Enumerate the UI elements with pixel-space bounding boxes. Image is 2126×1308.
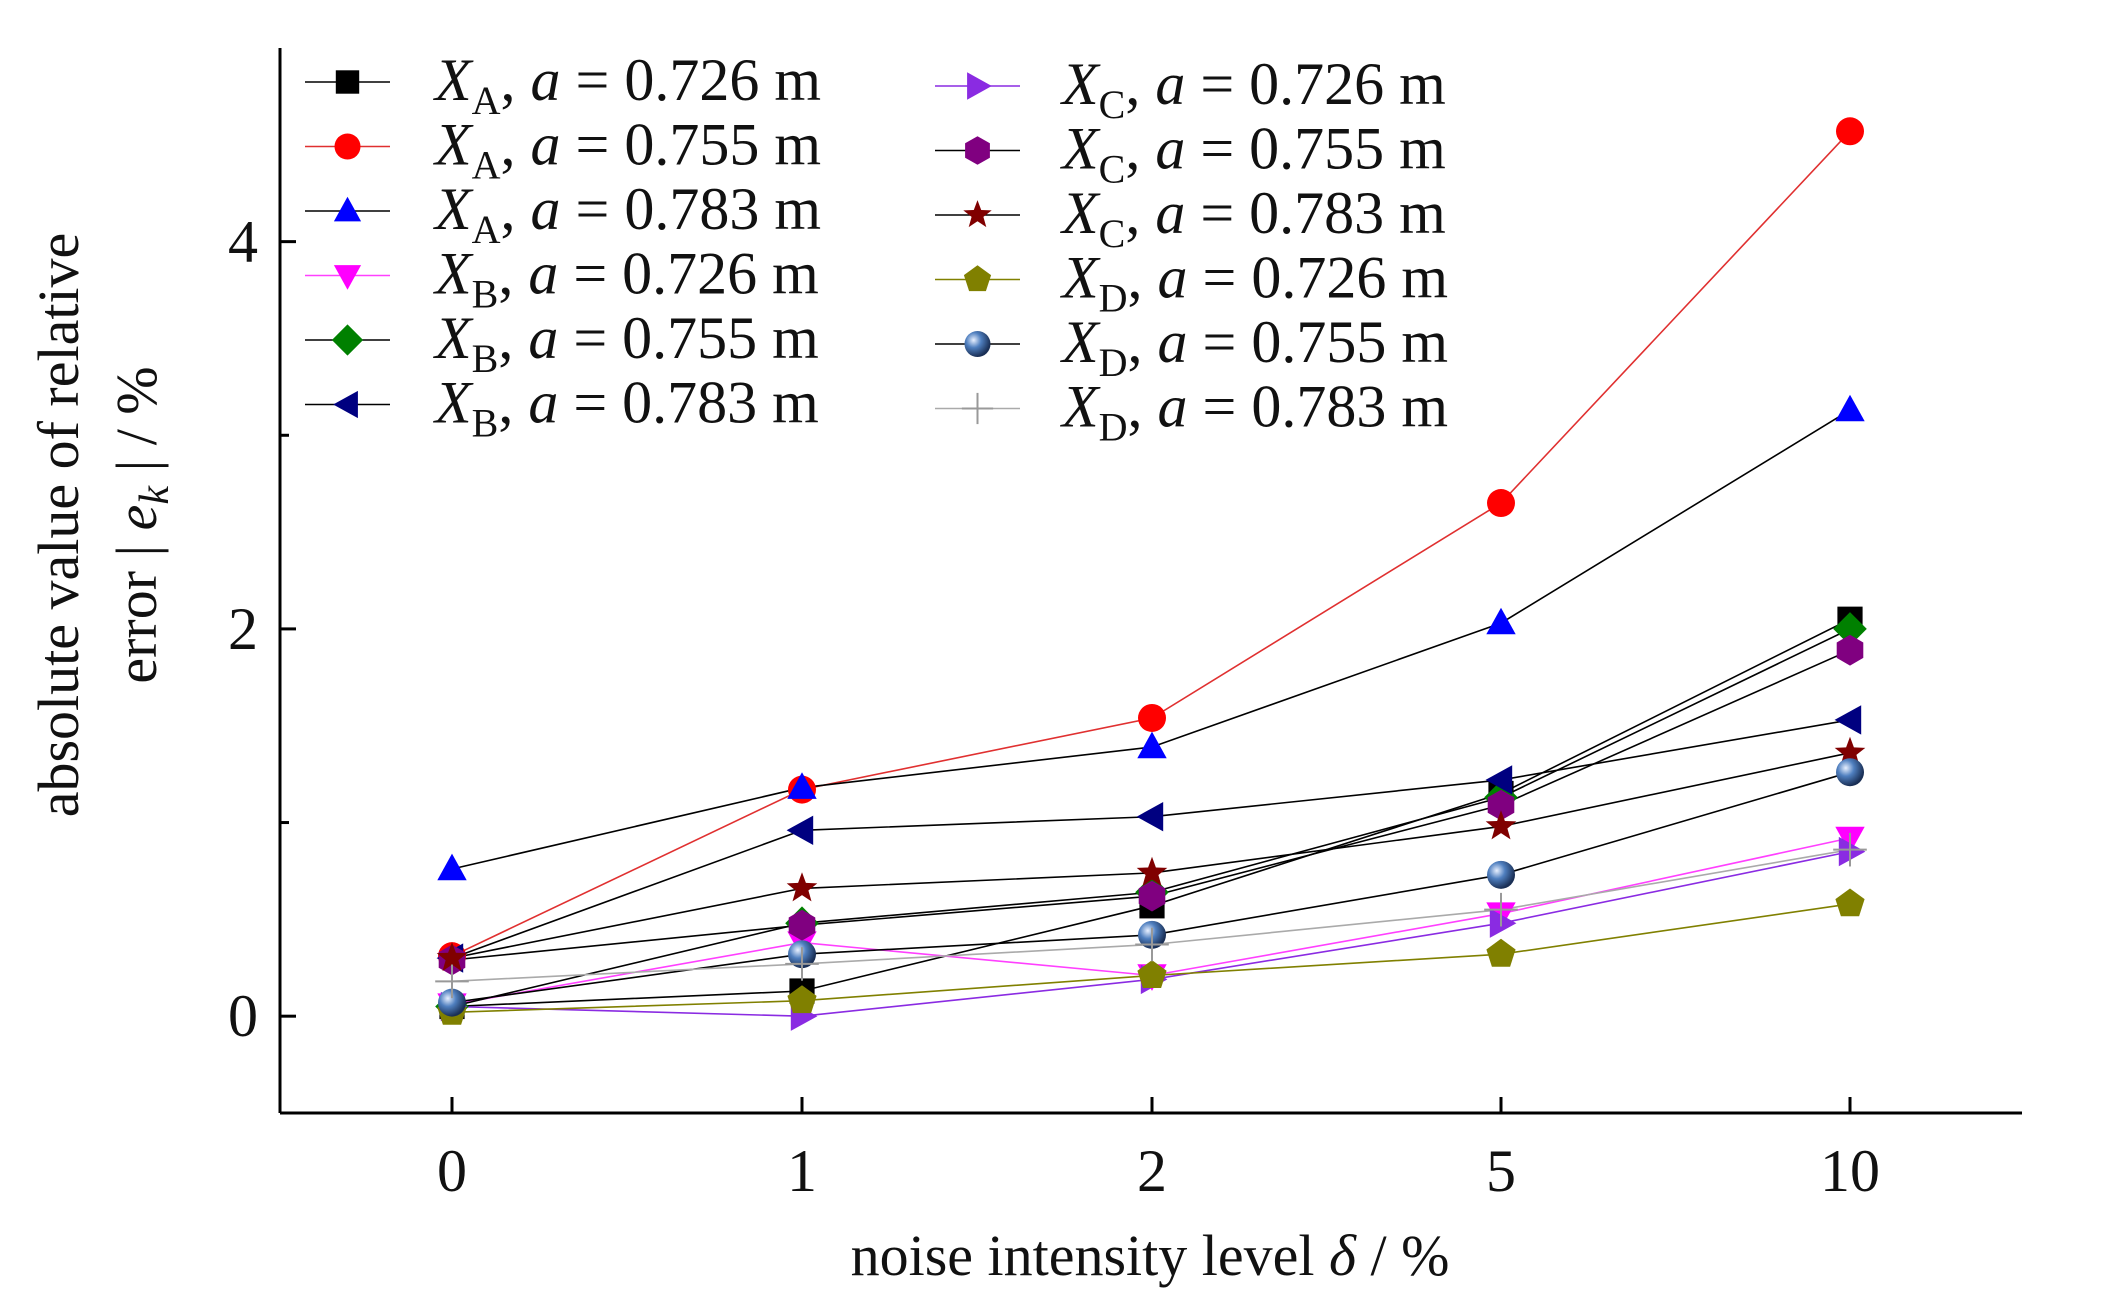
x-tick-label: 2 — [1137, 1138, 1167, 1204]
data-point-s8-3 — [1485, 810, 1517, 840]
legend-label: XA, a = 0.755 m — [433, 112, 821, 188]
y-tick-label: 4 — [228, 209, 258, 275]
y-axis-label-line1: absolute value of relative — [26, 233, 91, 818]
data-point-s9-1 — [787, 985, 817, 1014]
data-point-s11-3 — [1484, 892, 1518, 927]
y-axis-label: absolute value of relative error | ek | /… — [26, 233, 178, 818]
data-point-s8-2 — [1136, 856, 1168, 886]
data-point-s10-0 — [438, 988, 466, 1017]
legend-marker — [335, 70, 360, 94]
data-point-s6-4 — [1838, 836, 1866, 867]
legend-label: XC, a = 0.783 m — [1060, 180, 1446, 256]
y-axis-label-line2: error | ek | / % — [104, 366, 178, 683]
x-tick-label: 0 — [437, 1138, 467, 1204]
x-tick-label: 1 — [787, 1138, 817, 1204]
legend-item: XA, a = 0.726 m — [305, 47, 821, 123]
data-point-s10-3 — [1487, 860, 1515, 889]
x-tick-label: 10 — [1820, 1138, 1880, 1204]
legend-item: XB, a = 0.755 m — [305, 305, 819, 381]
legend-item: XA, a = 0.755 m — [305, 112, 821, 188]
legend-marker — [965, 136, 990, 165]
data-point-s5-4 — [1834, 705, 1862, 735]
data-point-s10-4 — [1836, 758, 1864, 787]
data-point-s11-2 — [1135, 927, 1169, 962]
data-point-s9-2 — [1137, 960, 1167, 988]
x-axis-label: noise intensity level δ / % — [851, 1223, 1450, 1288]
data-point-s2-4 — [1835, 394, 1865, 422]
legend-marker — [961, 392, 994, 425]
legend-marker — [333, 265, 362, 290]
legend-marker — [334, 133, 361, 160]
data-point-s2-3 — [1486, 607, 1516, 635]
legend-label: XA, a = 0.726 m — [433, 47, 821, 123]
legend-marker — [331, 324, 364, 356]
data-point-s4-4 — [1833, 612, 1867, 646]
legend-label: XC, a = 0.726 m — [1060, 51, 1446, 127]
data-point-s7-4 — [1836, 634, 1864, 666]
data-point-s9-3 — [1486, 938, 1516, 967]
legend-item: XC, a = 0.726 m — [935, 51, 1446, 127]
legend-marker — [333, 390, 358, 419]
series-markers — [435, 117, 1867, 1031]
data-point-s1-3 — [1487, 489, 1515, 518]
legend-item: XC, a = 0.783 m — [935, 180, 1446, 256]
legend-label: XD, a = 0.783 m — [1060, 374, 1448, 450]
legend-label: XB, a = 0.783 m — [433, 370, 819, 446]
data-point-s7-1 — [788, 909, 816, 941]
legend-item: XC, a = 0.755 m — [935, 116, 1446, 192]
legend-label: XD, a = 0.755 m — [1060, 309, 1448, 385]
data-point-s5-1 — [786, 815, 814, 845]
legend: XA, a = 0.726 mXA, a = 0.755 mXA, a = 0.… — [305, 47, 1448, 450]
data-point-s2-2 — [1137, 731, 1167, 759]
legend-label: XA, a = 0.783 m — [433, 176, 821, 252]
data-point-s7-2 — [1138, 880, 1166, 912]
legend-item: XD, a = 0.783 m — [935, 374, 1448, 450]
axes: 0 2 4 0 1 2 5 10 noise intensity level δ / % abso… — [26, 48, 2022, 1288]
y-tick-label: 2 — [228, 596, 258, 662]
legend-item: XB, a = 0.726 m — [305, 241, 819, 317]
data-point-s2-0 — [437, 853, 467, 881]
series-line-2 — [451, 409, 1851, 870]
legend-marker — [964, 331, 991, 357]
legend-label: XB, a = 0.755 m — [433, 305, 819, 381]
legend-label: XB, a = 0.726 m — [433, 241, 819, 317]
data-point-s8-0 — [436, 942, 468, 972]
data-point-s6-3 — [1489, 908, 1517, 938]
x-tick-label: 5 — [1486, 1138, 1516, 1204]
legend-marker — [963, 265, 992, 292]
data-point-s9-4 — [1835, 888, 1865, 917]
legend-label: XC, a = 0.755 m — [1060, 116, 1446, 192]
data-point-s1-2 — [1138, 703, 1166, 732]
legend-marker — [967, 72, 992, 100]
data-point-s7-3 — [1487, 789, 1515, 821]
data-point-s11-4 — [1833, 832, 1867, 867]
data-point-s8-4 — [1834, 736, 1866, 766]
legend-marker — [963, 200, 992, 228]
data-point-s1-4 — [1836, 117, 1864, 146]
legend-item: XD, a = 0.755 m — [935, 309, 1448, 385]
data-point-s5-2 — [1136, 802, 1164, 832]
legend-item: XB, a = 0.783 m — [305, 370, 819, 446]
legend-item: XA, a = 0.783 m — [305, 176, 821, 252]
data-point-s11-0 — [435, 964, 469, 999]
legend-marker — [333, 196, 362, 222]
legend-item: XD, a = 0.726 m — [935, 245, 1448, 321]
y-tick-label: 0 — [228, 983, 258, 1049]
legend-label: XD, a = 0.726 m — [1060, 245, 1448, 321]
data-point-s8-1 — [786, 872, 818, 902]
data-point-s5-3 — [1485, 765, 1513, 795]
data-point-s11-1 — [785, 947, 819, 981]
data-point-s2-1 — [787, 772, 817, 799]
